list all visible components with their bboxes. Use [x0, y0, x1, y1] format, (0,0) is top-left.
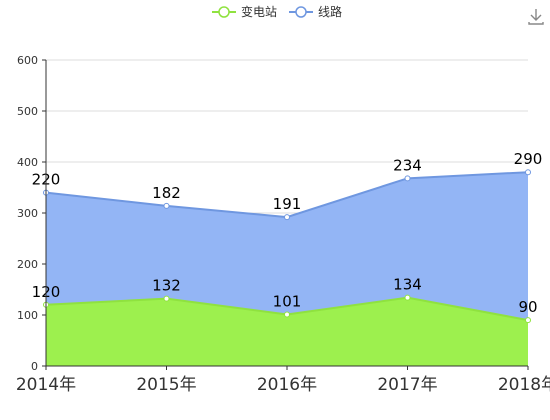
legend-label-route[interactable]: 线路 — [318, 4, 342, 19]
data-point-route[interactable] — [525, 169, 531, 176]
download-icon[interactable] — [526, 6, 546, 26]
data-label-substation: 90 — [518, 298, 537, 316]
legend-marker-substation[interactable] — [218, 6, 230, 18]
series-area-line-route — [46, 172, 528, 321]
x-tick-label: 2017年 — [377, 375, 437, 395]
y-tick-label: 600 — [17, 54, 38, 67]
y-tick-label: 100 — [17, 309, 38, 322]
x-tick-label: 2018年 — [498, 375, 550, 395]
y-tick-label: 400 — [17, 156, 38, 169]
x-tick-label: 2015年 — [136, 375, 196, 395]
y-tick-label: 500 — [17, 105, 38, 118]
y-tick-label: 300 — [17, 207, 38, 220]
legend-marker-route[interactable] — [295, 6, 307, 18]
y-tick-label: 200 — [17, 258, 38, 271]
data-point-substation[interactable] — [284, 311, 290, 318]
data-label-route: 182 — [152, 184, 181, 202]
data-point-route[interactable] — [404, 175, 411, 182]
data-label-route: 191 — [273, 195, 302, 213]
data-label-route: 234 — [393, 156, 422, 174]
x-tick-label: 2016年 — [257, 375, 317, 395]
x-tick-label: 2014年 — [16, 375, 76, 395]
data-point-substation[interactable] — [525, 317, 531, 324]
data-point-route[interactable] — [284, 214, 290, 221]
data-label-substation: 101 — [273, 292, 302, 310]
data-label-route: 290 — [514, 150, 543, 168]
data-point-route[interactable] — [163, 202, 170, 209]
legend-label-substation[interactable]: 变电站 — [241, 4, 277, 19]
data-point-substation[interactable] — [163, 295, 170, 302]
data-point-substation[interactable] — [404, 294, 411, 301]
y-tick-label: 0 — [31, 360, 38, 373]
data-label-substation: 134 — [393, 276, 422, 294]
data-label-substation: 132 — [152, 277, 181, 295]
series-area-substation — [46, 297, 528, 366]
